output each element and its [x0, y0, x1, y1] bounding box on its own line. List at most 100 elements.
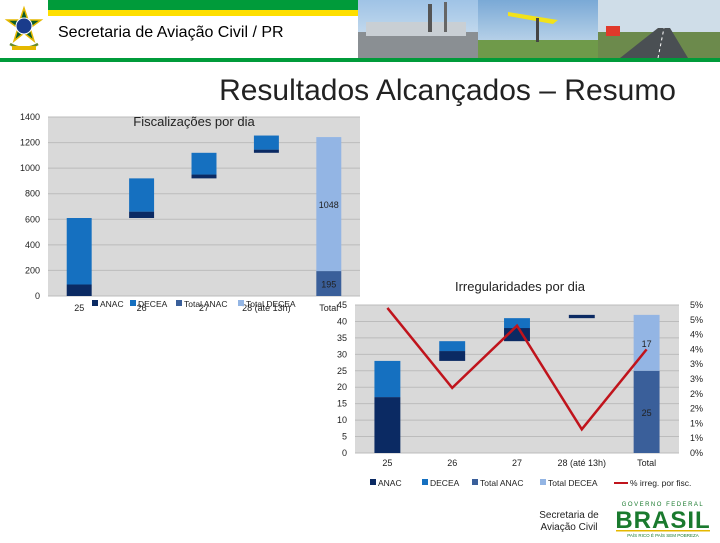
chart-title: Irregularidades por dia [455, 279, 586, 294]
y2-tick-label: 2% [690, 389, 703, 399]
x-tick-label: 26 [137, 303, 147, 313]
x-tick-label: 26 [447, 458, 457, 468]
bars [66, 135, 342, 296]
y2-tick-label: 4% [690, 344, 703, 354]
bar-anac-27 [191, 174, 217, 179]
bar-anac-25 [374, 397, 401, 453]
legend-entry: Total ANAC [480, 478, 523, 488]
legend-swatch [472, 479, 478, 485]
y2-tick-label: 4% [690, 330, 703, 340]
bar-anac-26 [129, 211, 155, 219]
x-tick-labels: 25 26 27 28 (até 13h) Total [74, 303, 338, 313]
legend-entry: % irreg. por fisc. [630, 478, 691, 488]
bar-total-anac [633, 370, 660, 453]
governo-federal-brasil-logo: GOVERNO FEDERAL BRASIL PAÍS RICO É PAÍS … [610, 498, 716, 538]
x-tick-label: Total [319, 303, 338, 313]
x-tick-label: 25 [382, 458, 392, 468]
y2-tick-label: 5% [690, 300, 703, 310]
x-tick-labels: 25 26 27 28 (até 13h) Total [382, 458, 656, 468]
x-tick-label: Total [637, 458, 656, 468]
x-tick-label: 28 (até 13h) [242, 303, 291, 313]
data-labels: 25 17 [642, 339, 652, 418]
y-tick-label: 600 [25, 214, 40, 224]
footer-line-2: Aviação Civil [540, 522, 598, 533]
slide-header: Secretaria de Aviação Civil / PR [0, 0, 720, 62]
brasil-logo-word: BRASIL [615, 507, 710, 534]
y-tick-label: 30 [337, 349, 347, 359]
y-tick-label: 0 [342, 448, 347, 458]
airport-photos [358, 0, 720, 59]
y-tick-labels: 0 200 400 600 800 1000 1200 1400 [20, 112, 40, 301]
y-tick-label: 20 [337, 382, 347, 392]
legend-entry: DECEA [138, 299, 168, 309]
y-tick-label: 15 [337, 399, 347, 409]
legend-swatch [92, 300, 98, 306]
bar-decea-25 [374, 360, 401, 398]
line-series [386, 307, 648, 432]
brasil-logo-slogan: PAÍS RICO É PAÍS SEM POBREZA [627, 532, 699, 538]
republic-coat-of-arms-logo [0, 0, 48, 62]
x-tick-label: 25 [74, 303, 84, 313]
yellow-stripe [48, 10, 358, 16]
bar-decea-26 [129, 178, 155, 212]
footer-line-1: Secretaria de [539, 510, 599, 521]
data-labels: 195 1048 [319, 200, 339, 289]
bar-anac-28 [253, 149, 279, 153]
y-tick-label: 1400 [20, 112, 40, 122]
y-tick-label: 200 [25, 265, 40, 275]
y2-tick-label: 2% [690, 404, 703, 414]
line-irreg-por-fisc [386, 307, 648, 432]
bar-decea-28 [253, 135, 279, 150]
bar-decea-25 [66, 218, 92, 285]
secretaria-footer-label: Secretaria de Aviação Civil [530, 510, 608, 534]
legend-entry: ANAC [378, 478, 402, 488]
y-tick-label: 1200 [20, 138, 40, 148]
y-tick-label: 0 [35, 291, 40, 301]
slide-title: Resultados Alcançados – Resumo [219, 74, 676, 107]
y-tick-label: 40 [337, 316, 347, 326]
legend: ANAC DECEA Total ANAC Total DECEA % irreg. p… [370, 478, 691, 488]
bar-total-decea [316, 137, 342, 272]
y-tick-label: 400 [25, 240, 40, 250]
y2-tick-label: 1% [690, 433, 703, 443]
y2-tick-label: 0% [690, 448, 703, 458]
y2-tick-label: 1% [690, 418, 703, 428]
legend-entry: DECEA [430, 478, 460, 488]
y2-tick-label: 5% [690, 315, 703, 325]
bar-anac-25 [66, 284, 92, 296]
data-label-total-decea: 17 [642, 339, 652, 349]
legend-swatch [422, 479, 428, 485]
legend-entry: Total DECEA [246, 299, 296, 309]
x-tick-label: 27 [199, 303, 209, 313]
legend-entry: Total DECEA [548, 478, 598, 488]
y-tick-label: 1000 [20, 163, 40, 173]
data-label-total-anac: 195 [321, 280, 336, 290]
bar-decea-26 [439, 341, 466, 352]
bar-anac-28 [568, 314, 595, 319]
y-tick-label: 800 [25, 189, 40, 199]
data-label-total-anac: 25 [642, 408, 652, 418]
bar-decea-27 [504, 318, 530, 329]
header-title: Secretaria de Aviação Civil / PR [58, 24, 284, 41]
legend-entry: Total ANAC [184, 299, 227, 309]
legend-swatch [540, 479, 546, 485]
legend-entry: ANAC [100, 299, 124, 309]
y-tick-label: 5 [342, 432, 347, 442]
y-tick-label: 45 [337, 300, 347, 310]
bar-anac-26 [439, 351, 466, 361]
y-tick-label: 25 [337, 366, 347, 376]
bar-decea-27 [191, 152, 217, 175]
green-stripe-bottom [0, 58, 720, 62]
legend-swatch [176, 300, 182, 306]
chart-title: Fiscalizações por dia [133, 114, 255, 129]
y-tick-label: 35 [337, 333, 347, 343]
data-label-total-decea: 1048 [319, 200, 339, 210]
x-tick-label: 27 [512, 458, 522, 468]
y2-tick-label: 3% [690, 374, 703, 384]
brasil-logo-top: GOVERNO FEDERAL [622, 502, 705, 508]
bar-total-anac [316, 271, 342, 296]
legend-swatch [370, 479, 376, 485]
y-tick-label: 10 [337, 415, 347, 425]
